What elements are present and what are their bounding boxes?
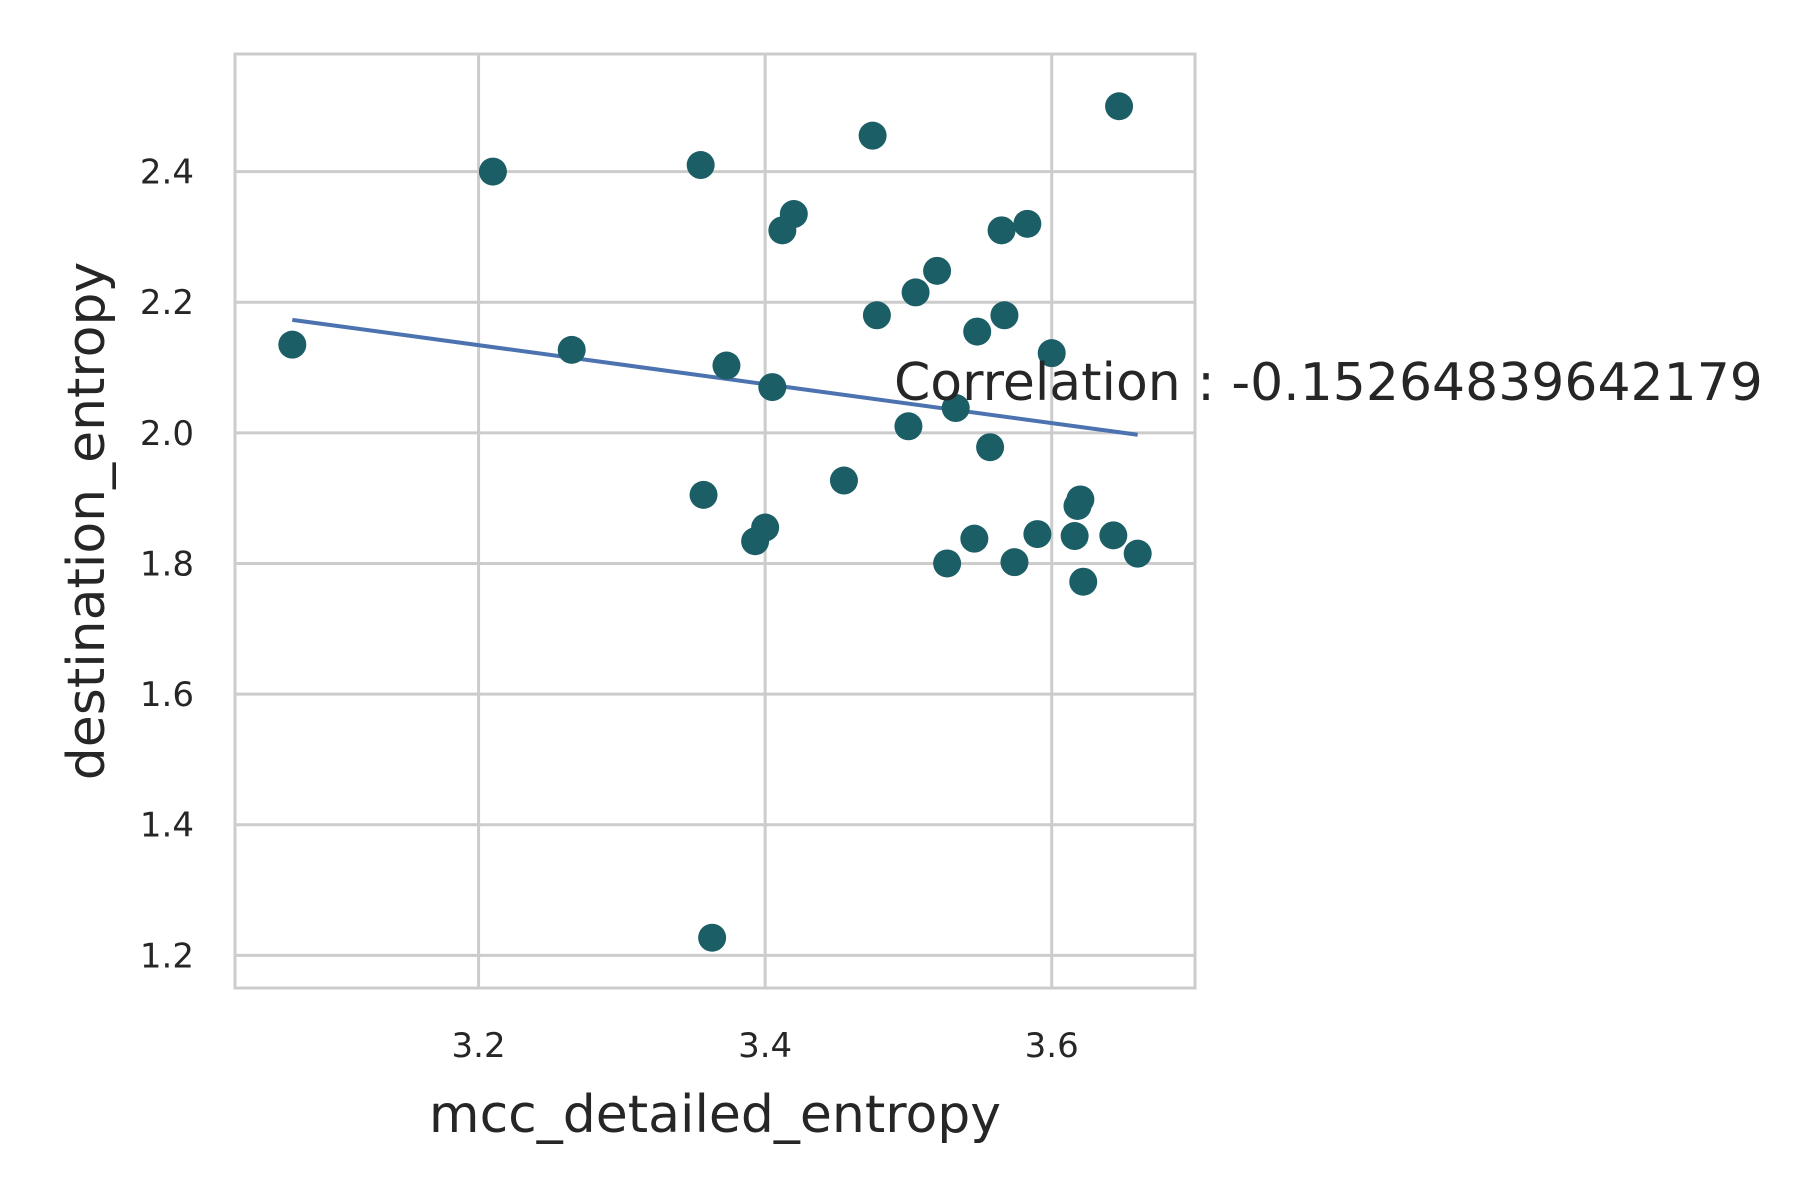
x-tick-labels: 3.2 3.4 3.6 [452,1026,1079,1066]
data-point [698,923,727,952]
y-tick-label: 1.2 [140,936,194,976]
data-point [901,278,930,307]
scatter-points [278,92,1152,952]
data-point [941,394,970,423]
data-point [1060,522,1089,551]
data-point [1066,485,1095,514]
grid-lines [235,54,1195,988]
data-point [923,256,952,285]
data-point [779,200,808,229]
x-axis-label: mcc_detailed_entropy [429,1085,1001,1145]
data-point [758,373,787,402]
data-point [751,513,780,542]
data-point [976,433,1005,462]
data-point [960,524,989,553]
x-tick-label: 3.4 [738,1026,792,1066]
data-point [278,330,307,359]
data-point [1105,92,1134,121]
data-point [1099,521,1128,550]
data-point [712,351,741,380]
y-tick-label: 1.6 [140,675,194,715]
data-point [478,157,507,186]
data-point [858,121,887,150]
y-tick-label: 2.0 [140,414,194,454]
data-point [686,151,715,180]
y-tick-label: 1.8 [140,544,194,584]
data-point [1069,567,1098,596]
data-point [1000,548,1029,577]
data-point [987,216,1016,245]
data-point [963,317,992,346]
data-point [1123,539,1152,568]
plot-frame [233,52,1197,990]
data-point [829,466,858,495]
y-tick-label: 2.2 [140,283,194,323]
regression-line [292,317,1138,437]
correlation-annotation: Correlation : -0.15264839642179 [894,353,1763,413]
data-point [990,301,1019,330]
x-tick-label: 3.2 [452,1026,506,1066]
y-tick-label: 2.4 [140,153,194,193]
data-point [557,335,586,364]
data-point [862,301,891,330]
data-point [1037,339,1066,368]
data-point [1013,209,1042,238]
y-axis-label: destination_entropy [57,262,117,781]
y-tick-label: 1.4 [140,806,194,846]
data-point [894,412,923,441]
data-point [1023,520,1052,549]
data-point [933,549,962,578]
y-tick-labels: 1.2 1.4 1.6 1.8 2.0 2.2 2.4 [140,153,194,977]
data-point [689,480,718,509]
x-tick-label: 3.6 [1025,1026,1079,1066]
